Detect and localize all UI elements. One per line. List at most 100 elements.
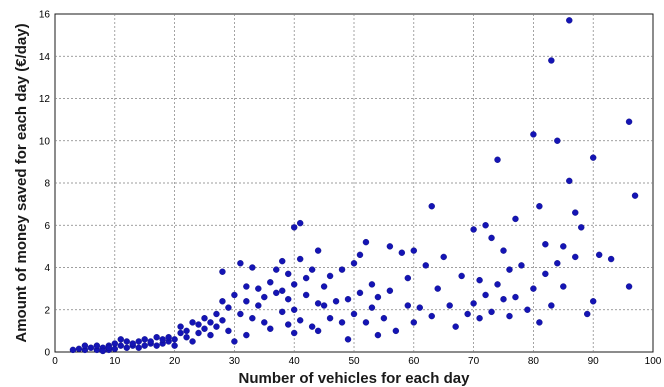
data-point	[560, 283, 567, 290]
data-point	[81, 342, 89, 349]
data-point	[279, 287, 286, 294]
data-point	[488, 308, 495, 316]
data-point	[93, 342, 101, 349]
data-point	[105, 344, 113, 351]
data-point	[141, 342, 148, 349]
data-point	[530, 285, 537, 292]
data-point	[314, 300, 322, 307]
data-point	[308, 266, 316, 273]
y-tick-label: 0	[44, 348, 50, 359]
data-point	[464, 310, 471, 318]
x-tick-label: 100	[645, 356, 662, 367]
data-point	[404, 302, 412, 309]
data-point	[273, 289, 280, 297]
data-point	[332, 298, 340, 305]
data-point	[291, 224, 298, 231]
data-point	[446, 302, 453, 309]
data-point	[117, 342, 124, 349]
data-point	[440, 253, 447, 261]
data-point	[153, 334, 160, 341]
data-point	[291, 281, 298, 288]
data-point	[219, 268, 226, 275]
data-point	[231, 291, 238, 299]
grid-lines	[55, 14, 653, 352]
x-axis-ticks: 0 10 20 30 40 50 60 70 80 90 100	[52, 356, 662, 367]
x-tick-label: 50	[348, 356, 360, 367]
data-point	[314, 327, 322, 335]
data-point	[147, 338, 154, 345]
data-point	[560, 243, 567, 250]
data-point	[326, 272, 334, 280]
data-point	[625, 118, 633, 125]
data-point	[422, 262, 429, 269]
data-point	[165, 334, 172, 341]
data-point	[566, 177, 573, 185]
data-point	[386, 243, 394, 250]
data-point	[488, 234, 495, 242]
data-point	[249, 315, 256, 322]
data-point	[398, 249, 406, 256]
data-point	[249, 264, 256, 271]
data-point	[213, 323, 220, 330]
data-point	[410, 319, 417, 326]
data-point	[476, 315, 483, 322]
data-point	[554, 260, 561, 267]
data-point	[291, 329, 298, 337]
x-axis-title: Number of vehicles for each day	[239, 370, 471, 387]
data-point	[458, 272, 465, 280]
data-point	[590, 298, 597, 305]
data-point	[255, 302, 262, 309]
data-point	[189, 319, 196, 326]
data-point	[428, 312, 435, 320]
data-point	[584, 310, 591, 318]
data-point	[536, 319, 543, 326]
data-point	[590, 154, 597, 161]
data-point	[302, 274, 310, 282]
data-point	[326, 315, 334, 322]
data-point	[566, 17, 573, 24]
data-point	[362, 238, 370, 246]
data-point	[129, 340, 136, 347]
data-point	[123, 338, 130, 345]
data-point	[368, 304, 376, 311]
data-point	[374, 331, 382, 339]
data-point	[267, 279, 274, 286]
data-point	[261, 293, 268, 301]
data-point	[506, 266, 513, 273]
data-point	[177, 323, 184, 330]
y-axis-ticks: 0 2 4 6 8 10 12 14 16	[39, 10, 51, 359]
data-point	[296, 317, 304, 324]
data-point	[285, 270, 292, 278]
data-point	[356, 289, 364, 297]
y-axis-title: Amount of money saved for each day (€/da…	[13, 23, 30, 342]
data-point	[225, 327, 232, 335]
data-point	[171, 336, 178, 343]
data-point	[380, 315, 388, 322]
data-point	[631, 192, 639, 199]
data-point	[494, 281, 501, 288]
x-tick-label: 60	[408, 356, 420, 367]
y-tick-label: 14	[39, 52, 51, 63]
data-point	[356, 251, 364, 259]
data-point	[279, 308, 286, 316]
data-points	[69, 17, 639, 355]
data-point	[273, 266, 280, 273]
data-point	[153, 342, 160, 349]
data-point	[386, 287, 394, 294]
data-point	[500, 247, 507, 254]
data-point	[536, 203, 543, 210]
x-tick-label: 10	[109, 356, 121, 367]
data-point	[470, 226, 477, 233]
data-point	[428, 203, 435, 210]
data-point	[607, 255, 615, 263]
data-point	[243, 298, 250, 305]
data-point	[320, 302, 328, 309]
data-point	[320, 283, 328, 290]
data-point	[344, 295, 352, 303]
data-point	[416, 304, 423, 311]
y-tick-label: 6	[44, 221, 50, 232]
data-point	[392, 327, 400, 335]
data-point	[243, 283, 250, 290]
data-point	[159, 336, 166, 343]
